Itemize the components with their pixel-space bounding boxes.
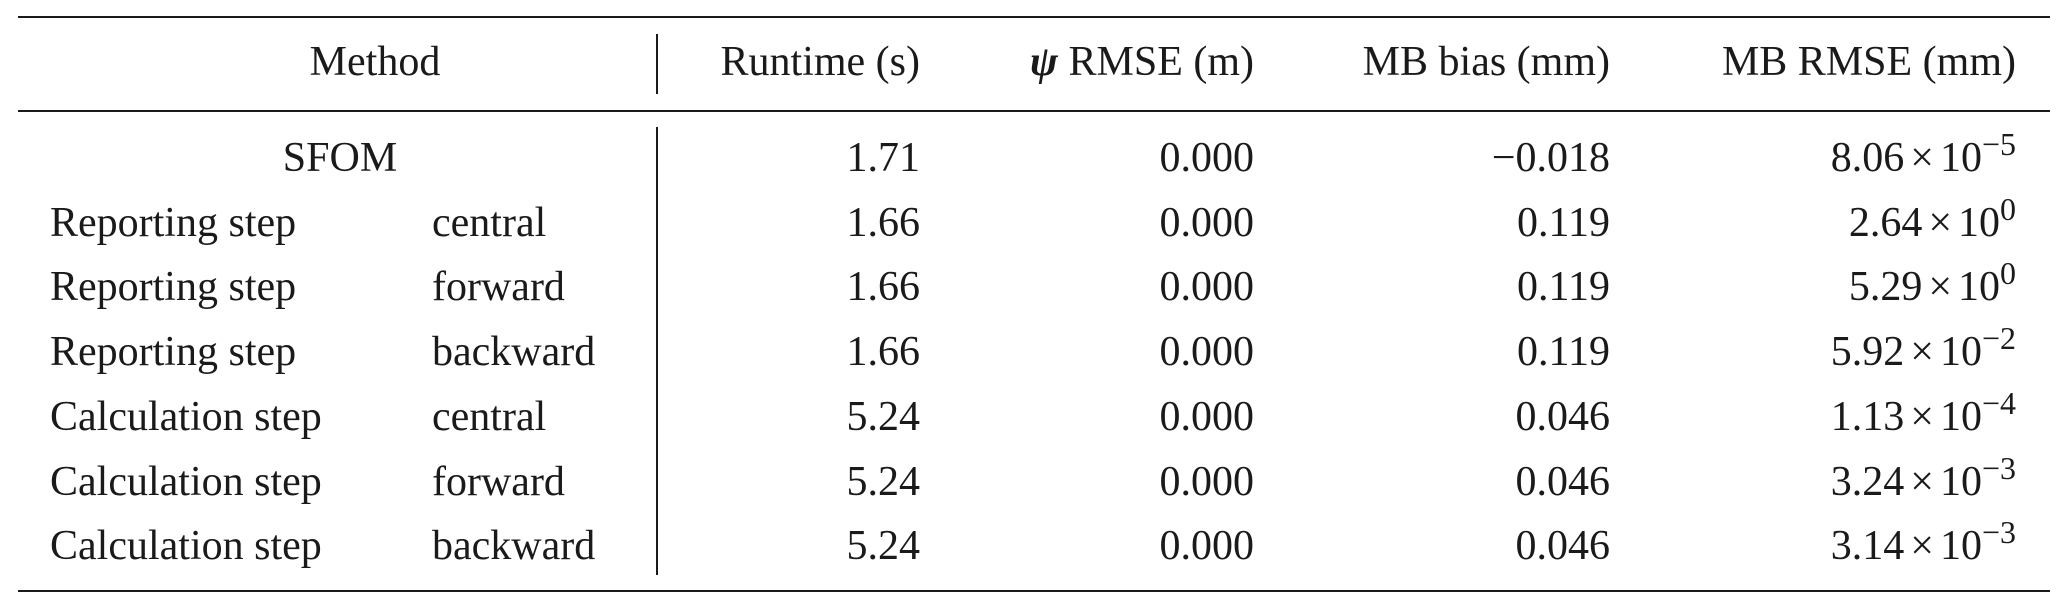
table-top-rule — [18, 16, 2050, 18]
mb-rmse-base: 10 — [1939, 523, 1982, 569]
row-method: Reporting step — [50, 329, 297, 375]
mb-rmse-exponent: 0 — [2000, 255, 2016, 291]
row-mb-rmse: 8.06 × 10−5 — [1640, 128, 2016, 182]
mb-rmse-base: 10 — [1939, 394, 1982, 440]
mb-rmse-exponent: −2 — [1981, 320, 2016, 356]
row-runtime: 5.24 — [846, 394, 921, 440]
row-mb-rmse: 1.13 × 10−4 — [1640, 387, 2016, 441]
row-scheme: central — [432, 200, 547, 246]
row-runtime: 5.24 — [846, 459, 921, 505]
mb-rmse-mantissa: 8.06 — [1830, 135, 1905, 181]
body-column-divider — [656, 127, 658, 575]
mb-rmse-mantissa: 5.29 — [1848, 264, 1923, 310]
row-method: Calculation step — [50, 459, 322, 505]
row-runtime: 1.71 — [846, 135, 921, 181]
mb-rmse-mantissa: 5.92 — [1830, 329, 1905, 375]
row-mb-rmse: 2.64 × 100 — [1640, 193, 2016, 247]
row-scheme: backward — [432, 329, 596, 375]
mb-rmse-exponent: −5 — [1981, 126, 2016, 162]
mb-rmse-times: × — [1910, 329, 1934, 375]
row-scheme: forward — [432, 459, 565, 505]
row-runtime: 5.24 — [846, 523, 921, 569]
header-runtime: Runtime (s) — [720, 39, 920, 85]
row-method: Calculation step — [50, 523, 322, 569]
row-mb-rmse: 5.92 × 10−2 — [1640, 322, 2016, 376]
row-mb-bias: 0.119 — [1517, 200, 1610, 246]
table-bottom-rule — [18, 590, 2050, 592]
mb-rmse-times: × — [1928, 264, 1952, 310]
row-mb-bias: 0.119 — [1517, 329, 1610, 375]
row-psi-rmse: 0.000 — [1159, 523, 1255, 569]
mb-rmse-base: 10 — [1958, 200, 2000, 246]
mb-rmse-times: × — [1928, 200, 1952, 246]
row-psi-rmse: 0.000 — [1159, 200, 1255, 246]
mb-rmse-exponent: −4 — [1981, 385, 2016, 421]
row-runtime: 1.66 — [846, 264, 921, 310]
header-mb-bias: MB bias (mm) — [1362, 39, 1610, 85]
header-method: Method — [309, 39, 441, 85]
row-psi-rmse: 0.000 — [1159, 394, 1255, 440]
mb-rmse-exponent: −3 — [1981, 514, 2016, 550]
row-method: SFOM — [282, 135, 398, 181]
header-column-divider — [656, 34, 658, 94]
mb-rmse-mantissa: 3.24 — [1830, 459, 1905, 505]
mb-rmse-mantissa: 1.13 — [1830, 394, 1905, 440]
table-header-rule — [18, 110, 2050, 112]
row-mb-rmse: 5.29 × 100 — [1640, 257, 2016, 311]
mb-rmse-times: × — [1910, 459, 1934, 505]
row-mb-bias: 0.046 — [1515, 394, 1611, 440]
mb-rmse-times: × — [1910, 394, 1934, 440]
row-psi-rmse: 0.000 — [1159, 135, 1255, 181]
row-mb-bias: 0.046 — [1515, 523, 1611, 569]
psi-symbol: ψ — [1029, 39, 1058, 85]
row-scheme: forward — [432, 264, 565, 310]
row-mb-bias: −0.018 — [1491, 135, 1610, 181]
row-method: Reporting step — [50, 200, 297, 246]
mb-rmse-exponent: −3 — [1981, 450, 2016, 486]
mb-rmse-mantissa: 3.14 — [1830, 523, 1905, 569]
row-scheme: backward — [432, 523, 596, 569]
row-method: Reporting step — [50, 264, 297, 310]
mb-rmse-base: 10 — [1939, 135, 1982, 181]
row-mb-bias: 0.046 — [1515, 459, 1611, 505]
row-scheme: central — [432, 394, 547, 440]
row-psi-rmse: 0.000 — [1159, 264, 1255, 310]
mb-rmse-base: 10 — [1958, 264, 2000, 310]
row-psi-rmse: 0.000 — [1159, 329, 1255, 375]
mb-rmse-times: × — [1910, 523, 1934, 569]
mb-rmse-exponent: 0 — [2000, 191, 2016, 227]
mb-rmse-base: 10 — [1939, 459, 1982, 505]
row-mb-rmse: 3.14 × 10−3 — [1640, 516, 2016, 570]
mb-rmse-base: 10 — [1939, 329, 1982, 375]
row-method: Calculation step — [50, 394, 322, 440]
header-psi-rmse: ψ RMSE (m) — [960, 38, 1254, 86]
row-runtime: 1.66 — [846, 329, 921, 375]
row-mb-bias: 0.119 — [1517, 264, 1610, 310]
mb-rmse-mantissa: 2.64 — [1848, 200, 1923, 246]
mb-rmse-times: × — [1910, 135, 1934, 181]
row-runtime: 1.66 — [846, 200, 921, 246]
header-mb-rmse: MB RMSE (mm) — [1721, 39, 2016, 85]
header-psi-rmse-label: RMSE (m) — [1057, 39, 1254, 85]
row-mb-rmse: 3.24 × 10−3 — [1640, 452, 2016, 506]
row-psi-rmse: 0.000 — [1159, 459, 1255, 505]
